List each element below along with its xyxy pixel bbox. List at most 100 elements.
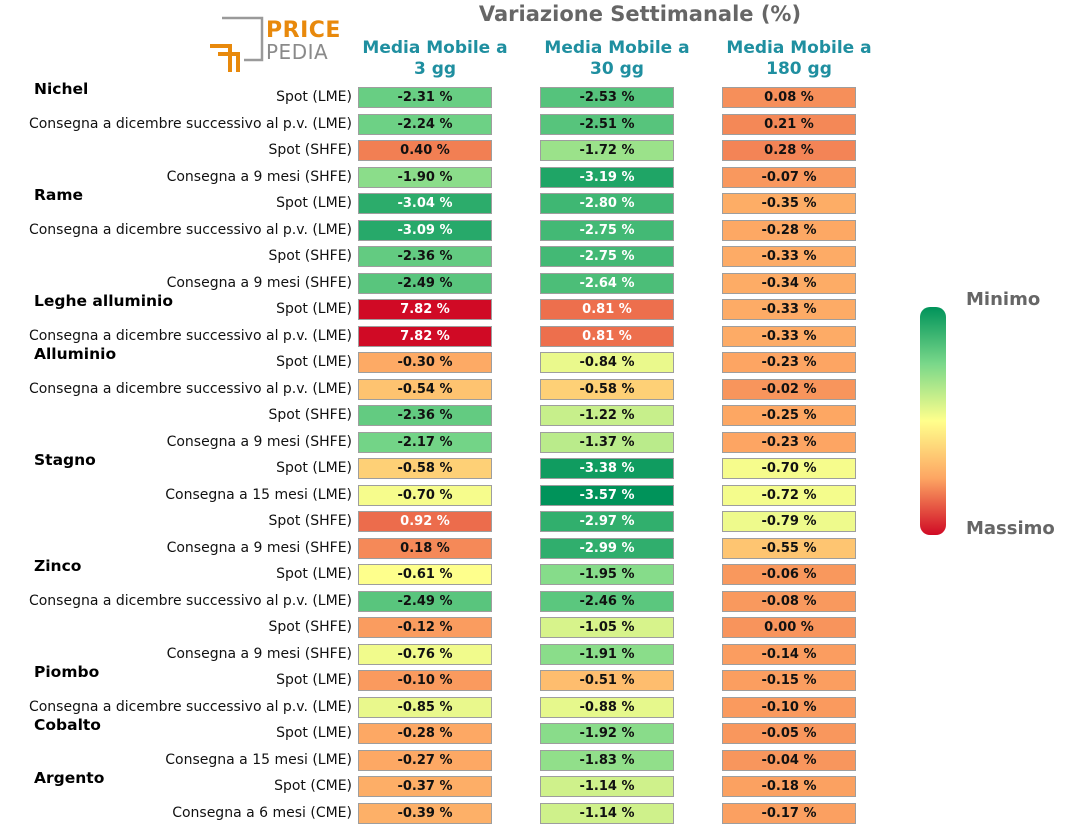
heatmap-cell: -3.38 % [540, 458, 674, 479]
heatmap-cell: 7.82 % [358, 325, 492, 347]
heatmap-cell: -2.51 % [540, 113, 674, 135]
row-label: Consegna a dicembre successivo al p.v. (… [28, 380, 352, 397]
row-label: Consegna a dicembre successivo al p.v. (… [28, 115, 352, 132]
heatmap-cell: -0.39 % [358, 802, 492, 824]
heatmap-cell: -2.75 % [540, 246, 674, 267]
heatmap-cell: -0.15 % [722, 670, 856, 691]
row-label: Spot (LME) [276, 460, 352, 476]
heatmap-cell: -1.05 % [540, 617, 674, 638]
heatmap-cell: -2.97 % [540, 511, 674, 532]
heatmap-cell: -2.80 % [540, 193, 674, 214]
group-label: Alluminio [34, 345, 117, 363]
heatmap-cell: -0.23 % [722, 352, 856, 373]
heatmap-cell: 0.92 % [358, 511, 492, 532]
heatmap-cell: -0.05 % [722, 723, 856, 744]
row-label: Spot (LME) [276, 672, 352, 688]
group-label: Stagno [34, 451, 96, 469]
row-label: Consegna a 9 mesi (SHFE) [166, 539, 352, 556]
heatmap-cell: -0.88 % [540, 696, 674, 718]
heatmap-cell: -1.22 % [540, 405, 674, 426]
heatmap-cell: -0.18 % [722, 776, 856, 797]
heatmap-cell: -0.33 % [722, 246, 856, 267]
heatmap-cell: -0.25 % [722, 405, 856, 426]
heatmap-cell: -0.54 % [358, 378, 492, 400]
row-label: Spot (SHFE) [268, 248, 352, 264]
heatmap-cell: -0.84 % [540, 352, 674, 373]
heatmap-cell: 0.28 % [722, 140, 856, 161]
group-label: Argento [34, 769, 105, 787]
heatmap-cell: -2.75 % [540, 219, 674, 241]
heatmap-cell: -0.70 % [358, 484, 492, 506]
column-header-line: Media Mobile a [362, 38, 508, 58]
heatmap-cell: -3.04 % [358, 193, 492, 214]
row-label: Consegna a dicembre successivo al p.v. (… [28, 698, 352, 715]
heatmap-cell: 0.18 % [358, 537, 492, 559]
heatmap-cell: 7.82 % [358, 299, 492, 320]
row-label: Consegna a 9 mesi (SHFE) [166, 168, 352, 185]
heatmap-cell: -3.57 % [540, 484, 674, 506]
heatmap-cell: -0.51 % [540, 670, 674, 691]
heatmap-cell: -1.14 % [540, 802, 674, 824]
heatmap-cell: -0.14 % [722, 643, 856, 665]
heatmap-cell: -0.23 % [722, 431, 856, 453]
row-label: Consegna a dicembre successivo al p.v. (… [28, 327, 352, 344]
column-header-line: 30 gg [590, 59, 644, 79]
heatmap-cell: -2.49 % [358, 590, 492, 612]
logo-text-price: PRICE [266, 18, 341, 43]
heatmap-cell: -2.36 % [358, 246, 492, 267]
heatmap-cell: -1.83 % [540, 749, 674, 771]
heatmap-cell: -2.46 % [540, 590, 674, 612]
heatmap-cell: -0.70 % [722, 458, 856, 479]
heatmap-cell: -0.10 % [358, 670, 492, 691]
row-label: Consegna a 15 mesi (LME) [165, 486, 352, 503]
heatmap-cell: -0.28 % [358, 723, 492, 744]
group-label: Nichel [34, 80, 89, 98]
column-header-line: 3 gg [413, 59, 457, 79]
heatmap-cell: -0.04 % [722, 749, 856, 771]
heatmap-cell: -3.09 % [358, 219, 492, 241]
heatmap-cell: -0.61 % [358, 564, 492, 585]
column-header-line: Media Mobile a [544, 38, 690, 58]
heatmap-cell: -1.37 % [540, 431, 674, 453]
colorscale-legend-bar [920, 307, 946, 535]
heatmap-cell: -0.07 % [722, 166, 856, 188]
row-label: Spot (CME) [274, 778, 352, 794]
row-label: Consegna a 6 mesi (CME) [172, 804, 352, 821]
heatmap-cell: -0.79 % [722, 511, 856, 532]
heatmap-cell: -2.31 % [358, 87, 492, 108]
row-label: Spot (LME) [276, 301, 352, 317]
heatmap-cell: -0.34 % [722, 272, 856, 294]
row-label: Consegna a dicembre successivo al p.v. (… [28, 221, 352, 238]
column-header-30gg: Media Mobile a 30 gg [517, 38, 717, 80]
heatmap-cell: -0.58 % [358, 458, 492, 479]
heatmap-cell: -1.14 % [540, 776, 674, 797]
group-label: Zinco [34, 557, 82, 575]
heatmap-cell: -0.76 % [358, 643, 492, 665]
heatmap-cell: 0.21 % [722, 113, 856, 135]
heatmap-cell: 0.81 % [540, 325, 674, 347]
heatmap-cell: -3.19 % [540, 166, 674, 188]
row-label: Spot (LME) [276, 89, 352, 105]
row-label: Consegna a 9 mesi (SHFE) [166, 274, 352, 291]
heatmap-cell: -0.02 % [722, 378, 856, 400]
group-label: Cobalto [34, 716, 101, 734]
heatmap-cell: 0.81 % [540, 299, 674, 320]
legend-label-min: Minimo [966, 289, 1041, 310]
row-label: Spot (SHFE) [268, 142, 352, 158]
column-header-line: Media Mobile a [726, 38, 872, 58]
heatmap-cell: -1.90 % [358, 166, 492, 188]
column-header-line: 180 gg [766, 59, 832, 79]
heatmap-cell: -0.30 % [358, 352, 492, 373]
heatmap-cell: -2.99 % [540, 537, 674, 559]
heatmap-cell: -0.55 % [722, 537, 856, 559]
heatmap-cell: -0.58 % [540, 378, 674, 400]
heatmap-cell: 0.00 % [722, 617, 856, 638]
row-label: Consegna a 9 mesi (SHFE) [166, 645, 352, 662]
heatmap-cell: -2.53 % [540, 87, 674, 108]
heatmap-cell: 0.08 % [722, 87, 856, 108]
logo-mark-icon [210, 16, 264, 72]
row-label: Consegna a dicembre successivo al p.v. (… [28, 592, 352, 609]
heatmap-cell: -0.85 % [358, 696, 492, 718]
heatmap-cell: -0.12 % [358, 617, 492, 638]
heatmap-cell: -2.24 % [358, 113, 492, 135]
